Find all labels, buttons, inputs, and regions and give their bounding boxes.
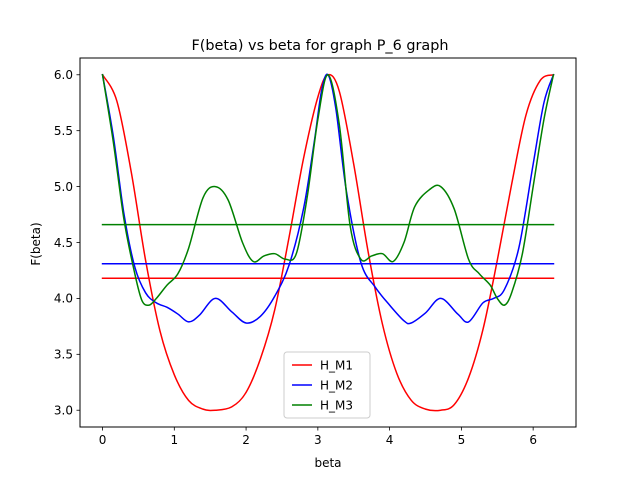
- series-line-h-m3-4: [101, 73, 555, 307]
- y-tick-label: 6.0: [54, 68, 73, 82]
- series-layer: [101, 73, 555, 412]
- legend: H_M1 H_M2 H_M3: [283, 351, 371, 419]
- x-tick-label: 5: [458, 433, 466, 447]
- x-tick-label: 6: [529, 433, 537, 447]
- y-axis-ticks: 3.0 3.5 4.0 4.5 5.0 5.5 6.0: [54, 68, 80, 418]
- x-axis-label: beta: [314, 456, 341, 470]
- y-tick-label: 4.0: [54, 292, 73, 306]
- legend-label: H_M1: [320, 358, 353, 372]
- legend-box: [283, 351, 371, 419]
- legend-label: H_M3: [320, 398, 353, 412]
- series-line-h-m2-2: [101, 73, 555, 325]
- y-tick-label: 3.5: [54, 348, 73, 362]
- x-tick-label: 2: [242, 433, 250, 447]
- x-tick-label: 0: [99, 433, 107, 447]
- y-tick-label: 5.0: [54, 180, 73, 194]
- y-axis-label: F(beta): [29, 222, 43, 265]
- chart-title: F(beta) vs beta for graph P_6 graph: [192, 38, 449, 54]
- y-tick-label: 5.5: [54, 124, 73, 138]
- x-tick-label: 4: [386, 433, 394, 447]
- y-tick-label: 4.5: [54, 236, 73, 250]
- y-tick-label: 3.0: [54, 404, 73, 418]
- x-tick-label: 3: [314, 433, 322, 447]
- x-tick-label: 1: [170, 433, 178, 447]
- x-axis-ticks: 0 1 2 3 4 5 6: [99, 427, 537, 447]
- legend-label: H_M2: [320, 378, 353, 392]
